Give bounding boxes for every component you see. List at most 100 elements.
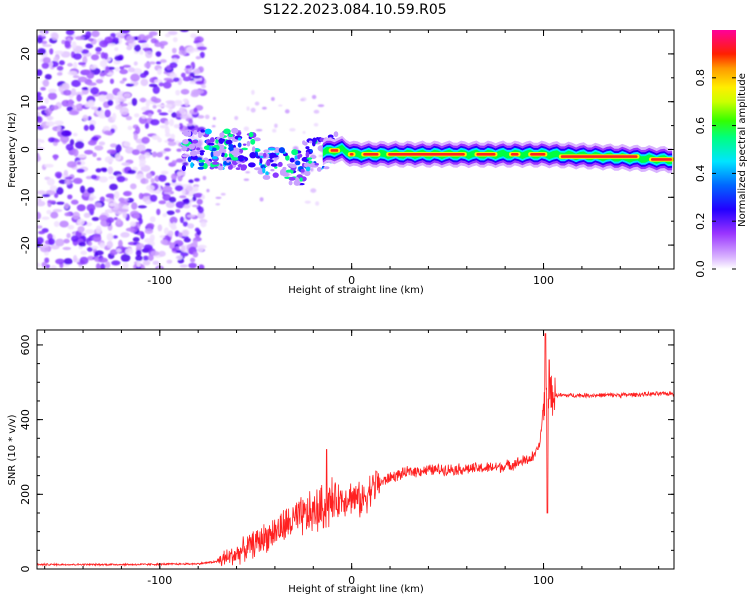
signal-blob bbox=[250, 138, 256, 145]
noise-blob bbox=[43, 163, 54, 168]
noise-blob bbox=[179, 216, 185, 224]
noise-blob bbox=[163, 148, 172, 152]
noise-blob bbox=[46, 115, 54, 121]
noise-blob bbox=[289, 128, 296, 132]
signal-blob bbox=[243, 157, 248, 161]
noise-blob bbox=[99, 60, 108, 68]
noise-blob bbox=[311, 94, 317, 100]
noise-blob bbox=[105, 217, 115, 224]
noise-blob bbox=[309, 167, 314, 172]
noise-blob bbox=[144, 122, 150, 129]
noise-blob bbox=[156, 208, 161, 216]
signal-blob bbox=[277, 161, 283, 167]
noise-blob bbox=[156, 104, 166, 108]
noise-blob bbox=[37, 69, 43, 77]
noise-blob bbox=[106, 240, 114, 249]
noise-blob bbox=[104, 198, 114, 202]
noise-blob bbox=[155, 61, 162, 65]
signal-core-red bbox=[330, 149, 339, 152]
noise-blob bbox=[182, 221, 188, 227]
noise-blob bbox=[190, 257, 196, 263]
noise-blob bbox=[105, 93, 115, 101]
noise-blob bbox=[64, 212, 71, 217]
noise-blob bbox=[54, 50, 64, 55]
noise-blob bbox=[95, 51, 102, 55]
noise-blob bbox=[54, 120, 64, 126]
noise-blob bbox=[156, 151, 163, 158]
noise-blob bbox=[182, 76, 192, 82]
signal-blob bbox=[228, 133, 234, 138]
noise-blob bbox=[164, 126, 170, 135]
noise-blob bbox=[86, 71, 95, 79]
noise-blob bbox=[50, 105, 59, 111]
noise-blob bbox=[270, 97, 275, 101]
noise-blob bbox=[41, 40, 48, 45]
noise-blob bbox=[58, 60, 65, 66]
noise-blob bbox=[42, 44, 52, 48]
noise-blob bbox=[160, 43, 165, 49]
noise-blob bbox=[87, 187, 95, 194]
signal-blob bbox=[241, 147, 248, 151]
noise-blob bbox=[171, 173, 177, 181]
noise-blob bbox=[67, 225, 75, 230]
noise-blob bbox=[140, 178, 149, 185]
noise-blob bbox=[51, 32, 59, 41]
noise-blob bbox=[115, 98, 121, 106]
noise-blob bbox=[123, 92, 131, 98]
noise-blob bbox=[147, 113, 153, 118]
noise-blob bbox=[66, 233, 71, 239]
noise-blob bbox=[99, 242, 106, 249]
noise-blob bbox=[37, 200, 46, 207]
noise-blob bbox=[176, 171, 183, 177]
noise-blob bbox=[87, 241, 93, 247]
noise-blob bbox=[167, 230, 174, 237]
signal-blob bbox=[200, 129, 205, 133]
colorbar-tick-label: 0.6 bbox=[694, 117, 707, 135]
noise-blob bbox=[67, 70, 78, 76]
noise-blob bbox=[112, 37, 120, 42]
signal-blob bbox=[238, 157, 244, 162]
signal-blob bbox=[219, 132, 225, 138]
snr-y-tick-label: 200 bbox=[19, 484, 32, 505]
noise-blob bbox=[131, 202, 138, 210]
signal-blob bbox=[263, 152, 267, 158]
noise-blob bbox=[250, 107, 256, 113]
signal-blob bbox=[209, 137, 215, 143]
noise-blob bbox=[64, 40, 71, 48]
noise-blob bbox=[245, 171, 250, 174]
noise-blob bbox=[144, 228, 154, 235]
noise-blob bbox=[145, 172, 153, 179]
noise-blob bbox=[196, 198, 203, 205]
noise-blob bbox=[193, 68, 201, 75]
noise-blob bbox=[143, 244, 153, 251]
noise-blob bbox=[105, 65, 110, 74]
noise-blob bbox=[119, 66, 125, 70]
noise-blob bbox=[194, 89, 204, 94]
noise-blob bbox=[88, 197, 94, 202]
noise-blob bbox=[132, 237, 140, 242]
noise-blob bbox=[315, 201, 320, 206]
signal-blob bbox=[254, 149, 261, 152]
noise-blob bbox=[142, 47, 153, 51]
noise-blob bbox=[74, 35, 85, 41]
colorbar-tick-label: 0.0 bbox=[694, 260, 707, 278]
spectrogram-y-tick-label: 0 bbox=[19, 146, 32, 153]
snr-x-ticks: -100 0 100 bbox=[44, 330, 660, 587]
noise-blob bbox=[42, 57, 51, 64]
noise-blob bbox=[87, 255, 95, 261]
noise-blob bbox=[185, 46, 195, 54]
noise-blob bbox=[167, 141, 177, 147]
noise-blob bbox=[55, 187, 64, 195]
noise-blob bbox=[37, 37, 43, 44]
noise-blob bbox=[50, 211, 59, 219]
noise-blob bbox=[179, 30, 189, 33]
signal-blob bbox=[294, 155, 298, 160]
noise-blob bbox=[83, 124, 89, 131]
noise-blob bbox=[234, 116, 239, 121]
noise-blob bbox=[109, 78, 115, 85]
noise-blob bbox=[90, 174, 98, 180]
signal-blob bbox=[248, 162, 256, 168]
noise-blob bbox=[220, 192, 226, 196]
noise-blob bbox=[37, 106, 43, 111]
noise-blob bbox=[78, 241, 86, 247]
